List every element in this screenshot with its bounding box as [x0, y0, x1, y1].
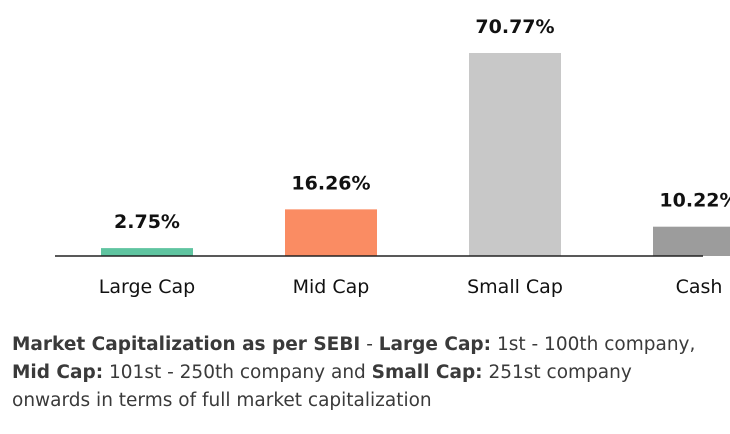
bar-cash	[653, 226, 730, 256]
bar-small-cap	[469, 53, 561, 256]
data-label-cash: 10.22%	[659, 190, 730, 212]
footnote-separator: -	[360, 334, 379, 355]
footnote: Market Capitalization as per SEBI - Larg…	[12, 331, 712, 415]
footnote-large-cap-term: Large Cap:	[378, 334, 492, 355]
footnote-small-cap-definition: 251st company onwards in terms of full m…	[12, 362, 632, 411]
footnote-small-cap-term: Small Cap:	[371, 362, 483, 383]
bar-mid-cap	[285, 209, 377, 256]
bar-large-cap	[101, 248, 193, 256]
footnote-large-cap-definition: 1st - 100th company,	[491, 334, 696, 355]
bar-chart: 2.75% Large Cap 16.26% Mid Cap 70.77% Small C…	[55, 16, 730, 298]
footnote-heading: Market Capitalization as per SEBI	[12, 334, 361, 355]
data-label-small-cap: 70.77%	[475, 16, 554, 38]
category-label-cash: Cash	[676, 276, 723, 298]
category-label-mid-cap: Mid Cap	[293, 276, 370, 298]
footnote-mid-cap-definition: 101st - 250th company and	[103, 362, 372, 383]
data-label-large-cap: 2.75%	[114, 211, 180, 233]
footnote-mid-cap-term: Mid Cap:	[12, 362, 104, 383]
category-label-small-cap: Small Cap	[467, 276, 563, 298]
category-label-large-cap: Large Cap	[99, 276, 195, 298]
chart-canvas: 2.75% Large Cap 16.26% Mid Cap 70.77% Small C…	[55, 16, 730, 298]
data-label-mid-cap: 16.26%	[291, 172, 370, 194]
